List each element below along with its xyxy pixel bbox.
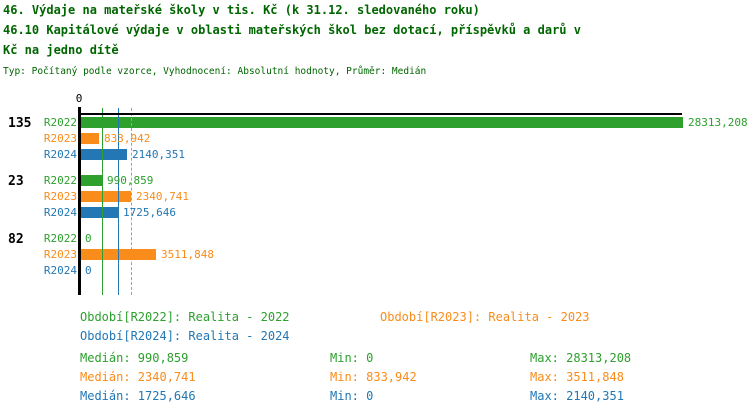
bar-value-label: 1725,646 [123,206,176,219]
bar-row: R2022 0 [0,233,750,249]
x-axis-zero-tick-label: 0 [75,92,83,105]
stat-max-r2024: Max: 2140,351 [530,389,624,403]
group-label: 135 [8,116,32,131]
bar-value-label: 990,859 [107,174,154,187]
bar-row: R2024 2140,351 [0,149,750,165]
group-label: 23 [8,174,24,189]
legend-period-r2024: Období[R2024]: Realita - 2024 [80,329,290,343]
bar-value-label: 833,942 [104,132,151,145]
bar-row: R2024 1725,646 [0,207,750,223]
stat-median-r2022: Medián: 990,859 [80,351,189,365]
bar [81,191,131,202]
stat-max-r2022: Max: 28313,208 [530,351,632,365]
series-label: R2023 [43,190,77,203]
stat-median-r2024: Medián: 1725,646 [80,389,196,403]
median-line-r2022 [102,108,103,295]
x-axis-line [78,113,682,115]
bar-value-label: 28313,208 [688,116,748,129]
series-label: R2023 [43,132,77,145]
series-label: R2022 [43,232,77,245]
stat-median-r2023: Medián: 2340,741 [80,370,196,384]
page-title-line-3: Kč na jedno dítě [3,43,119,57]
series-label: R2023 [43,248,77,261]
stat-min-r2024: Min: 0 [330,389,374,403]
stat-max-r2023: Max: 3511,848 [530,370,624,384]
bar-value-label: 2140,351 [132,148,185,161]
bar [81,117,683,128]
page-title-line-2: 46.10 Kapitálové výdaje v oblasti mateřs… [3,23,581,37]
bar-row: R2022 28313,208 [0,117,750,133]
bar-row: R2023 833,942 [0,133,750,149]
bar [81,149,127,160]
bar-value-label: 3511,848 [161,248,214,261]
series-label: R2022 [43,116,77,129]
series-label: R2024 [43,148,77,161]
series-label: R2022 [43,174,77,187]
median-line-r2023 [131,108,132,295]
legend-period-r2023: Období[R2023]: Realita - 2023 [380,310,590,324]
group-label: 82 [8,232,24,247]
median-line-r2024 [118,108,119,295]
series-label: R2024 [43,206,77,219]
legend-period-r2022: Období[R2022]: Realita - 2022 [80,310,290,324]
stat-min-r2023: Min: 833,942 [330,370,417,384]
y-axis-line [78,107,81,295]
bar-row: R2023 3511,848 [0,249,750,265]
bar-value-label: 0 [85,232,92,245]
page-title-line-1: 46. Výdaje na mateřské školy v tis. Kč (… [3,3,480,17]
bar-row: R2022 990,859 [0,175,750,191]
bar-value-label: 0 [85,264,92,277]
chart-meta-line: Typ: Počítaný podle vzorce, Vyhodnocení:… [3,66,427,77]
bar-value-label: 2340,741 [136,190,189,203]
stat-min-r2022: Min: 0 [330,351,374,365]
bar-row: R2024 0 [0,265,750,281]
bar [81,133,99,144]
series-label: R2024 [43,264,77,277]
bar [81,175,102,186]
bar-row: R2023 2340,741 [0,191,750,207]
bar [81,207,118,218]
